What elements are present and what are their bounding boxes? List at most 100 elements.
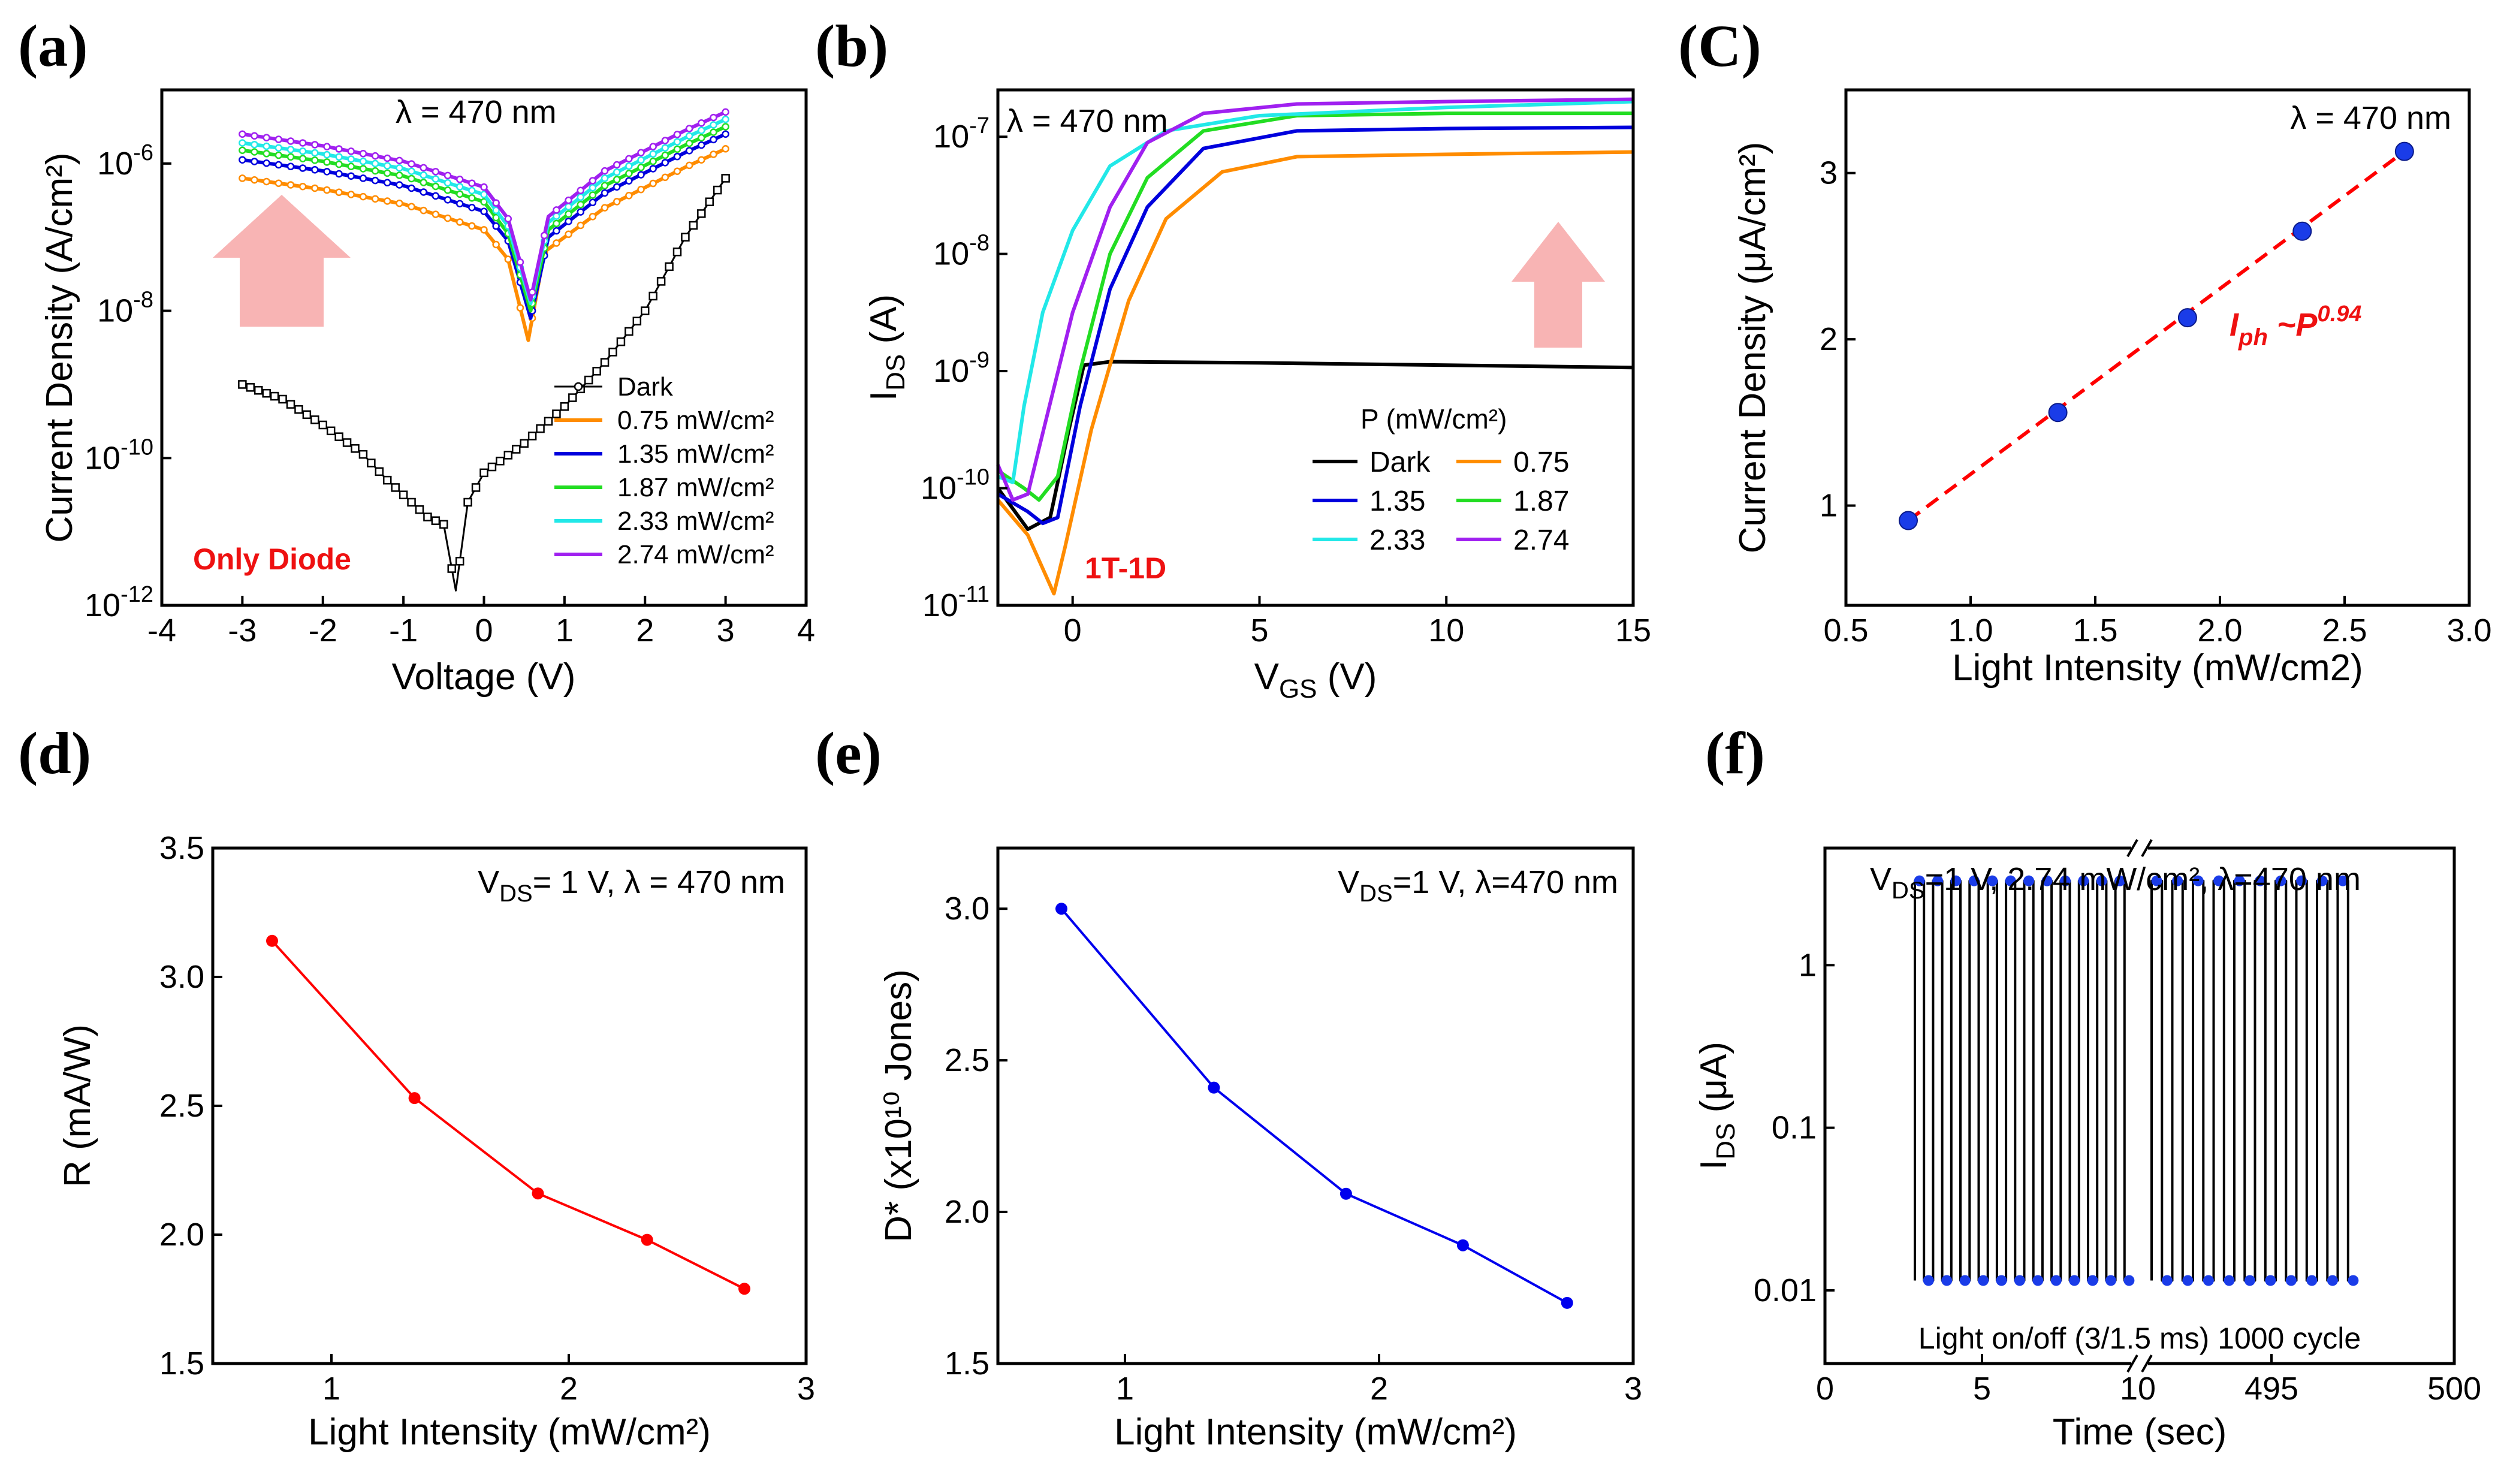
panel-a-xtick-label: -4 xyxy=(147,613,176,649)
panel-a-series-0-point xyxy=(689,221,698,230)
panel-a-series-2-point xyxy=(480,207,488,215)
panel-f-left-off-point xyxy=(1923,1275,1934,1286)
panel-e-xtick-label: 2 xyxy=(1370,1371,1388,1407)
panel-a-series-2-point xyxy=(384,179,391,187)
panel-d-ticks: 1 2 3 1.5 2.0 2.5 3.0 3.5 xyxy=(159,830,815,1407)
panel-a-series-2-point xyxy=(661,159,669,167)
panel-f-xtick-label: 5 xyxy=(1973,1371,1991,1407)
panel-c-xtick-label: 2.0 xyxy=(2197,613,2242,649)
panel-f-xtick-label: 0 xyxy=(1816,1371,1834,1407)
panel-a-series-3-point xyxy=(335,160,343,168)
panel-a-series-2-point xyxy=(601,189,609,197)
panel-b-xlabel: VGS (V) xyxy=(1254,656,1377,704)
panel-f-left-on-point xyxy=(2114,875,2126,886)
panel-a-series-5-point xyxy=(516,258,524,266)
panel-a-series-1-point xyxy=(274,179,283,187)
panel-a-series-0-point xyxy=(294,405,303,414)
panel-e-point xyxy=(1561,1296,1573,1309)
panel-d-annotation: VDS= 1 V, λ = 470 nm xyxy=(478,864,785,907)
panel-f-right-on-point xyxy=(2296,875,2307,886)
panel-a-series-5-point xyxy=(468,179,476,187)
panel-a-series-0-point xyxy=(278,394,287,404)
panel-a-series-3-point xyxy=(685,139,693,147)
panel-a-series-5-point xyxy=(408,160,415,168)
panel-a-series-0-point xyxy=(616,337,626,346)
panel-c-label: (C) xyxy=(1678,13,1761,79)
panel-f-left-off-point xyxy=(2105,1275,2116,1286)
panel-a-series-3-point xyxy=(298,155,307,162)
panel-f-right-off-point xyxy=(2306,1275,2318,1286)
panel-a-series-4-point xyxy=(673,138,681,146)
panel-a-series-0-point xyxy=(383,475,392,485)
panel-a-series-3-point xyxy=(359,165,367,173)
panel-c-ylabel: Current Density (μA/cm²) xyxy=(1732,142,1773,554)
panel-a-series-3-point xyxy=(384,169,391,177)
panel-a-series-1-point xyxy=(698,156,705,164)
panel-a-series-1-point xyxy=(577,221,584,230)
panel-f-right-off-point xyxy=(2265,1275,2276,1286)
panel-f-xtick-label: 10 xyxy=(2120,1371,2156,1407)
panel-a-series-0-point xyxy=(351,444,360,453)
panel-a-xtick-label: 0 xyxy=(475,613,493,649)
panel-a-series-3-point xyxy=(710,128,717,136)
panel-d-ytick-label: 2.5 xyxy=(159,1088,204,1124)
panel-a-series-2-point xyxy=(335,170,343,178)
panel-a-series-4-point xyxy=(371,159,379,168)
panel-f-right-on-point xyxy=(2275,875,2286,886)
panel-a-wavelength: λ = 470 nm xyxy=(396,94,557,130)
panel-a-series-1-point xyxy=(613,198,621,206)
panel-a-series-5-point xyxy=(589,177,597,185)
panel-a-series-4-point xyxy=(455,183,464,191)
panel-e-frame xyxy=(996,846,1635,1365)
panel-a-series-5-point xyxy=(480,183,488,191)
panel-a-series-3-point xyxy=(323,158,331,166)
panel-b-series-3-line xyxy=(997,111,1633,502)
panel-f-axis-break-bottom xyxy=(2131,1352,2148,1376)
panel-a-series-5-point xyxy=(396,156,403,165)
panel-a-series-4-point xyxy=(347,155,355,163)
panel-a-series-5-point xyxy=(311,141,319,149)
panel-b-ytick-label: 10-10 xyxy=(921,465,989,506)
panel-a-series-3-point xyxy=(239,146,246,154)
panel-a-series-5-point xyxy=(661,137,669,144)
panel-a-series-2-point xyxy=(371,176,379,185)
panel-a-series-5-point xyxy=(384,154,391,162)
panel-a-series-5-point xyxy=(710,113,717,122)
panel-a-series-5-point xyxy=(420,164,427,172)
panel-b-series-1-line xyxy=(996,150,1634,596)
panel-a-series-4-point xyxy=(408,167,415,176)
panel-a-series-5-point xyxy=(455,176,464,183)
panel-a-series-2-point xyxy=(239,156,246,164)
panel-a-series-2-point xyxy=(710,135,717,144)
panel-a-series-3-point xyxy=(444,186,452,194)
panel-a-series-0-point xyxy=(584,375,593,385)
panel-f-left-off-point xyxy=(1959,1275,1971,1286)
panel-e-point xyxy=(1208,1081,1220,1094)
panel-a-xtick-label: 1 xyxy=(556,613,574,649)
panel-a-series-4-point xyxy=(661,144,669,152)
panel-a-series-4-point xyxy=(685,132,693,140)
panel-b-legend-label: 0.75 xyxy=(1513,447,1569,478)
panel-f: (f) 0.010.110 5 10 495 500 VDS=1 V, 2.74 mW/… xyxy=(1693,720,2481,1453)
panel-a-ylabel: Current Density (A/cm²) xyxy=(39,152,80,542)
panel-e-ytick-label: 1.5 xyxy=(945,1346,989,1382)
panel-a-series-5-point xyxy=(274,135,283,143)
panel-a-series-3-point xyxy=(455,190,464,198)
panel-c-point xyxy=(2177,308,2197,328)
panel-a-series-4-point xyxy=(251,140,258,149)
panel-a-series-2-point xyxy=(347,172,355,180)
panel-a-series-0-point xyxy=(270,391,279,401)
panel-b-ytick-label: 10-9 xyxy=(933,348,989,389)
panel-f-note: Light on/off (3/1.5 ms) 1000 cycle xyxy=(1918,1322,2361,1355)
panel-a-series-4-point xyxy=(492,206,500,215)
panel-a-series-3-point xyxy=(673,145,681,153)
panel-a-series-1-point xyxy=(516,304,524,312)
panel-d-xtick-label: 3 xyxy=(797,1371,815,1407)
panel-a-series-1-point xyxy=(298,183,307,191)
panel-f-right-off-point xyxy=(2285,1275,2297,1286)
panel-f-axis-break-top xyxy=(2131,836,2148,860)
panel-a-xtick-label: 3 xyxy=(717,613,735,649)
panel-a-series-2-point xyxy=(432,192,440,200)
panel-c-plot-area xyxy=(1899,141,2414,530)
panel-a-series-0-point xyxy=(520,439,529,448)
